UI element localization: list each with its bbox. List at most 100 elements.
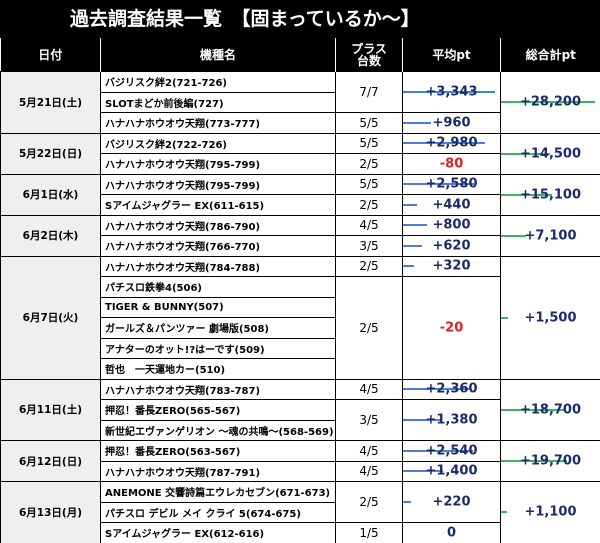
bar-label: +2,360 [425, 381, 478, 397]
bar-label: +28,200 [519, 94, 582, 110]
bar-label: -80 [439, 156, 464, 172]
data-bar [403, 265, 414, 268]
table-row: 5月21日(土) バジリスク絆2(721-726) 7/7 +3,343 +28,200 [0, 71, 600, 134]
avg-cell: +2,980 [402, 132, 501, 154]
table-row: 6月11日(土) ハナハナホウオウ天翔(783-787) 4/5 +2,360 +18,… [0, 378, 600, 441]
data-bar [403, 388, 469, 391]
avg-cell: +800 [402, 214, 501, 236]
table-row: 6月7日(火) ハナハナホウオウ天翔(784-788) 2/5 +320 +1,500 [0, 255, 600, 380]
plus-cell: 7/7 [335, 71, 403, 113]
total-cell: +18,700 [500, 378, 600, 441]
plus-cell: 2/5 [335, 481, 403, 523]
data-bar [403, 470, 443, 473]
machine-cell: ハナハナホウオウ天翔(773-777) [100, 112, 336, 134]
table-row: ハナハナホウオウ天翔(795-799) 2/5 -80 [1, 153, 600, 175]
machine-cell: ハナハナホウオウ天翔(783-787) [100, 378, 336, 400]
machine-cell: 押忍！番長ZERO(565-567) [100, 399, 336, 421]
plus-cell: 4/5 [335, 378, 403, 400]
data-bar [403, 203, 417, 206]
machine-cell: ハナハナホウオウ天翔(795-799) [100, 153, 336, 175]
machine-cell: ANEMONE 交響詩篇エウレカセブン(671-673) [100, 481, 336, 503]
machine-cell: バジリスク絆2(722-726) [100, 132, 336, 154]
header-cell: プラス 台数 [335, 38, 403, 72]
bar-label: +14,500 [519, 146, 582, 161]
data-bar [403, 121, 431, 124]
header-cell: 総合計pt [500, 38, 600, 72]
data-bar [501, 152, 551, 155]
table-row: ハナハナホウオウ天翔(787-791) 4/5 +1,400 [1, 460, 600, 482]
bar-label: +2,980 [425, 135, 478, 151]
machine-cell: アナターのオット!?はーです(509) [100, 337, 336, 359]
table-row: ハナハナホウオウ天翔(766-770) 3/5 +620 [1, 235, 600, 257]
machine-cell: ハナハナホウオウ天翔(766-770) [100, 235, 336, 257]
data-bar [501, 408, 564, 411]
data-bar [403, 183, 475, 186]
plus-cell: 5/5 [335, 132, 403, 154]
plus-cell: 2/5 [335, 276, 403, 380]
avg-cell: +1,380 [402, 399, 501, 441]
bar-label: +440 [432, 197, 471, 213]
machine-cell: SLOTまどか前後編(727) [100, 91, 336, 113]
table-row: パチスロ鉄拳4(506) 2/5 -20 [1, 276, 600, 380]
header-cell: 平均pt [402, 38, 501, 72]
machine-cell: Sアイムジャグラー EX(611-615) [100, 194, 336, 216]
machine-cell: ハナハナホウオウ天翔(786-790) [100, 214, 336, 236]
bar-label: +320 [432, 258, 471, 274]
date-cell: 6月2日(木) [0, 214, 101, 257]
bar-label: +2,580 [425, 176, 478, 192]
machine-cell: ガールズ＆パンツァー 劇場版(508) [100, 317, 336, 339]
avg-cell: +320 [402, 255, 501, 277]
table-row: 6月13日(月) ANEMONE 交響詩篇エウレカセブン(671-673) 2/5 +… [0, 481, 600, 543]
avg-cell: +2,580 [402, 173, 501, 195]
date-cell: 6月12日(日) [0, 440, 101, 482]
total-cell: +28,200 [500, 71, 600, 134]
data-bar [501, 316, 508, 319]
total-cell: +19,700 [500, 440, 600, 482]
data-bar [403, 449, 474, 452]
data-bar [403, 501, 411, 503]
avg-cell: +440 [402, 194, 501, 216]
date-cell: 6月11日(土) [0, 378, 101, 441]
plus-cell: 4/5 [335, 440, 403, 462]
title: 過去調査結果一覧 【固まっているか～】 [0, 0, 600, 38]
avg-cell: 0 [402, 522, 501, 543]
machine-cell: 新世紀エヴァンゲリオン ～魂の共鳴～(568-569) [100, 419, 336, 441]
plus-cell: 1/5 [335, 522, 403, 543]
avg-cell: +3,343 [402, 71, 501, 113]
machine-cell: TIGER & BUNNY(507) [100, 296, 336, 318]
bar-label: +7,100 [524, 228, 577, 243]
avg-cell: +1,400 [402, 460, 501, 482]
results-table: 日付 機種名 プラス 台数 平均pt 総合計pt 5月21日(土) バジリスク絆2(721… [0, 38, 600, 543]
date-cell: 6月1日(水) [0, 173, 101, 216]
plus-cell: 2/5 [335, 255, 403, 277]
date-cell: 6月7日(火) [0, 255, 101, 380]
date-cell: 6月13日(月) [0, 481, 101, 543]
bar-label: +960 [432, 115, 471, 131]
machine-cell: バジリスク絆2(721-726) [100, 71, 336, 93]
data-bar [501, 234, 527, 237]
data-bar [501, 193, 553, 196]
avg-cell: -20 [402, 276, 501, 380]
plus-cell: 4/5 [335, 214, 403, 236]
plus-cell: 3/5 [335, 399, 403, 441]
bar-label: +18,700 [519, 402, 582, 418]
header-row: 日付 機種名 プラス 台数 平均pt 総合計pt [0, 38, 600, 72]
plus-cell: 5/5 [335, 173, 403, 195]
avg-cell: +220 [402, 481, 501, 523]
data-bar [403, 91, 495, 93]
plus-cell: 2/5 [335, 194, 403, 216]
data-bar [403, 244, 422, 247]
avg-cell: -80 [402, 153, 501, 175]
data-bar [501, 101, 595, 104]
table-row: 5月22日(日) バジリスク絆2(722-726) 5/5 +2,980 +14,500 [0, 132, 600, 175]
bar-label: +1,380 [425, 412, 478, 428]
plus-cell: 3/5 [335, 235, 403, 257]
machine-cell: ハナハナホウオウ天翔(784-788) [100, 255, 336, 277]
bar-label: 0 [446, 525, 457, 541]
data-bar [403, 142, 486, 145]
bar-label: +800 [432, 217, 471, 233]
total-cell: +1,500 [500, 255, 600, 380]
header-cell: 日付 [0, 38, 101, 72]
table-row: 6月1日(水) ハナハナホウオウ天翔(795-799) 5/5 +2,580 +15,1… [0, 173, 600, 216]
bar-label: +1,100 [524, 504, 577, 520]
